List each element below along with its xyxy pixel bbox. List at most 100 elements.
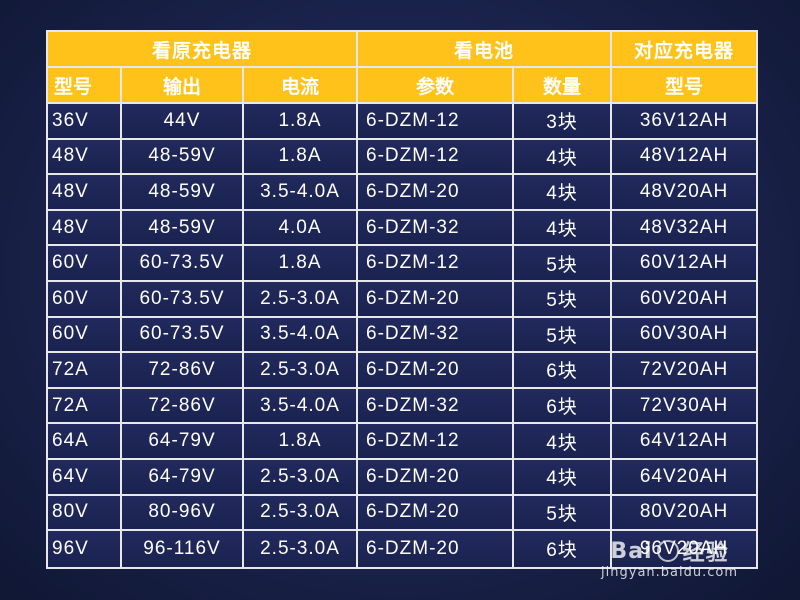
cell-model: 48V [48, 139, 122, 176]
column-header-model: 型号 [48, 68, 122, 104]
cell-output: 72-86V [122, 388, 244, 425]
cell-spec: 6-DZM-20 [358, 531, 515, 567]
cell-charger-model: 64V20AH [612, 459, 757, 496]
cell-spec: 6-DZM-12 [358, 424, 515, 460]
cell-spec: 6-DZM-20 [358, 495, 515, 532]
cell-spec: 6-DZM-20 [358, 459, 515, 496]
column-header-current: 电流 [244, 68, 359, 104]
group-header-original-charger: 看原充电器 [48, 32, 359, 68]
group-header-battery: 看电池 [358, 32, 613, 68]
cell-output: 60-73.5V [122, 317, 244, 354]
cell-current: 1.8A [244, 246, 359, 282]
cell-model: 48V [48, 175, 122, 211]
cell-model: 96V [48, 531, 122, 567]
cell-current: 2.5-3.0A [244, 531, 359, 567]
cell-output: 48-59V [122, 175, 244, 211]
cell-quantity: 6块 [514, 353, 613, 389]
table-row: 64A 64-79V 1.8A 6-DZM-12 4块 64V12AH [48, 424, 757, 460]
cell-charger-model: 96V20AH [612, 531, 757, 567]
table-row: 60V 60-73.5V 1.8A 6-DZM-12 5块 60V12AH [48, 246, 757, 282]
cell-quantity: 4块 [514, 210, 613, 247]
cell-current: 2.5-3.0A [244, 281, 359, 318]
cell-quantity: 6块 [514, 531, 613, 567]
cell-current: 3.5-4.0A [244, 175, 359, 211]
cell-charger-model: 60V20AH [612, 281, 757, 318]
watermark-url: jingyan.baidu.com [601, 565, 738, 580]
cell-charger-model: 48V32AH [612, 210, 757, 247]
cell-model: 48V [48, 210, 122, 247]
cell-output: 48-59V [122, 210, 244, 247]
cell-model: 60V [48, 246, 122, 282]
cell-charger-model: 64V12AH [612, 424, 757, 460]
cell-output: 44V [122, 104, 244, 140]
cell-model: 64A [48, 424, 122, 460]
cell-spec: 6-DZM-20 [358, 175, 515, 211]
cell-quantity: 5块 [514, 495, 613, 532]
cell-current: 3.5-4.0A [244, 388, 359, 425]
cell-current: 1.8A [244, 104, 359, 140]
column-header-spec: 参数 [358, 68, 515, 104]
cell-quantity: 5块 [514, 246, 613, 282]
table-row: 80V 80-96V 2.5-3.0A 6-DZM-20 5块 80V20AH [48, 495, 757, 532]
paw-icon [656, 540, 679, 562]
table-row: 64V 64-79V 2.5-3.0A 6-DZM-20 4块 64V20AH [48, 459, 757, 496]
cell-charger-model: 36V12AH [612, 104, 757, 140]
table-row: 48V 48-59V 3.5-4.0A 6-DZM-20 4块 48V20AH [48, 175, 757, 211]
cell-quantity: 4块 [514, 175, 613, 211]
table-row: 48V 48-59V 1.8A 6-DZM-12 4块 48V12AH [48, 139, 757, 176]
cell-quantity: 5块 [514, 317, 613, 354]
cell-charger-model: 80V20AH [612, 495, 757, 532]
watermark-logo-right: 经验 [682, 541, 729, 566]
cell-quantity: 4块 [514, 139, 613, 176]
baidu-jingyan-watermark: Bai 经验 jingyan.baidu.com [601, 535, 738, 581]
table-body: 36V 44V 1.8A 6-DZM-12 3块 36V12AH 48V 48-59V 1.8A… [48, 104, 757, 567]
cell-output: 60-73.5V [122, 281, 244, 318]
table-row: 96V 96-116V 2.5-3.0A 6-DZM-20 6块 96V20AH [48, 531, 757, 567]
cell-quantity: 4块 [514, 424, 613, 460]
cell-current: 1.8A [244, 139, 359, 176]
cell-spec: 6-DZM-20 [358, 353, 515, 389]
cell-spec: 6-DZM-12 [358, 104, 515, 140]
cell-model: 60V [48, 281, 122, 318]
column-header-quantity: 数量 [514, 68, 613, 104]
cell-current: 2.5-3.0A [244, 353, 359, 389]
cell-spec: 6-DZM-20 [358, 281, 515, 318]
cell-current: 4.0A [244, 210, 359, 247]
cell-current: 1.8A [244, 424, 359, 460]
cell-quantity: 3块 [514, 104, 613, 140]
cell-output: 96-116V [122, 531, 244, 567]
cell-output: 64-79V [122, 424, 244, 460]
group-header-matching-charger: 对应充电器 [612, 32, 757, 68]
table-row: 48V 48-59V 4.0A 6-DZM-32 4块 48V32AH [48, 210, 757, 247]
cell-spec: 6-DZM-12 [358, 139, 515, 176]
cell-spec: 6-DZM-32 [358, 317, 515, 354]
cell-spec: 6-DZM-12 [358, 246, 515, 282]
cell-charger-model: 72V30AH [612, 388, 757, 425]
cell-output: 80-96V [122, 495, 244, 532]
cell-charger-model: 48V12AH [612, 139, 757, 176]
cell-current: 2.5-3.0A [244, 459, 359, 496]
cell-spec: 6-DZM-32 [358, 388, 515, 425]
watermark-logo-left: Bai [610, 538, 653, 564]
cell-quantity: 4块 [514, 459, 613, 496]
cell-charger-model: 60V30AH [612, 317, 757, 354]
group-header-row: 看原充电器 看电池 对应充电器 [48, 32, 757, 68]
column-header-charger-model: 型号 [612, 68, 757, 104]
charger-battery-table: 看原充电器 看电池 对应充电器 型号 输出 电流 参数 数量 型号 36V 44V… [46, 30, 759, 569]
cell-current: 3.5-4.0A [244, 317, 359, 354]
cell-model: 64V [48, 459, 122, 496]
column-header-output: 输出 [122, 68, 244, 104]
cell-model: 36V [48, 104, 122, 140]
cell-charger-model: 48V20AH [612, 175, 757, 211]
cell-charger-model: 60V12AH [612, 246, 757, 282]
cell-model: 72A [48, 353, 122, 389]
table-row: 60V 60-73.5V 2.5-3.0A 6-DZM-20 5块 60V20AH [48, 281, 757, 318]
table-row: 72A 72-86V 3.5-4.0A 6-DZM-32 6块 72V30AH [48, 388, 757, 425]
cell-quantity: 5块 [514, 281, 613, 318]
cell-quantity: 6块 [514, 388, 613, 425]
table-row: 72A 72-86V 2.5-3.0A 6-DZM-20 6块 72V20AH [48, 353, 757, 389]
cell-spec: 6-DZM-32 [358, 210, 515, 247]
cell-model: 80V [48, 495, 122, 532]
cell-output: 60-73.5V [122, 246, 244, 282]
cell-output: 48-59V [122, 139, 244, 176]
